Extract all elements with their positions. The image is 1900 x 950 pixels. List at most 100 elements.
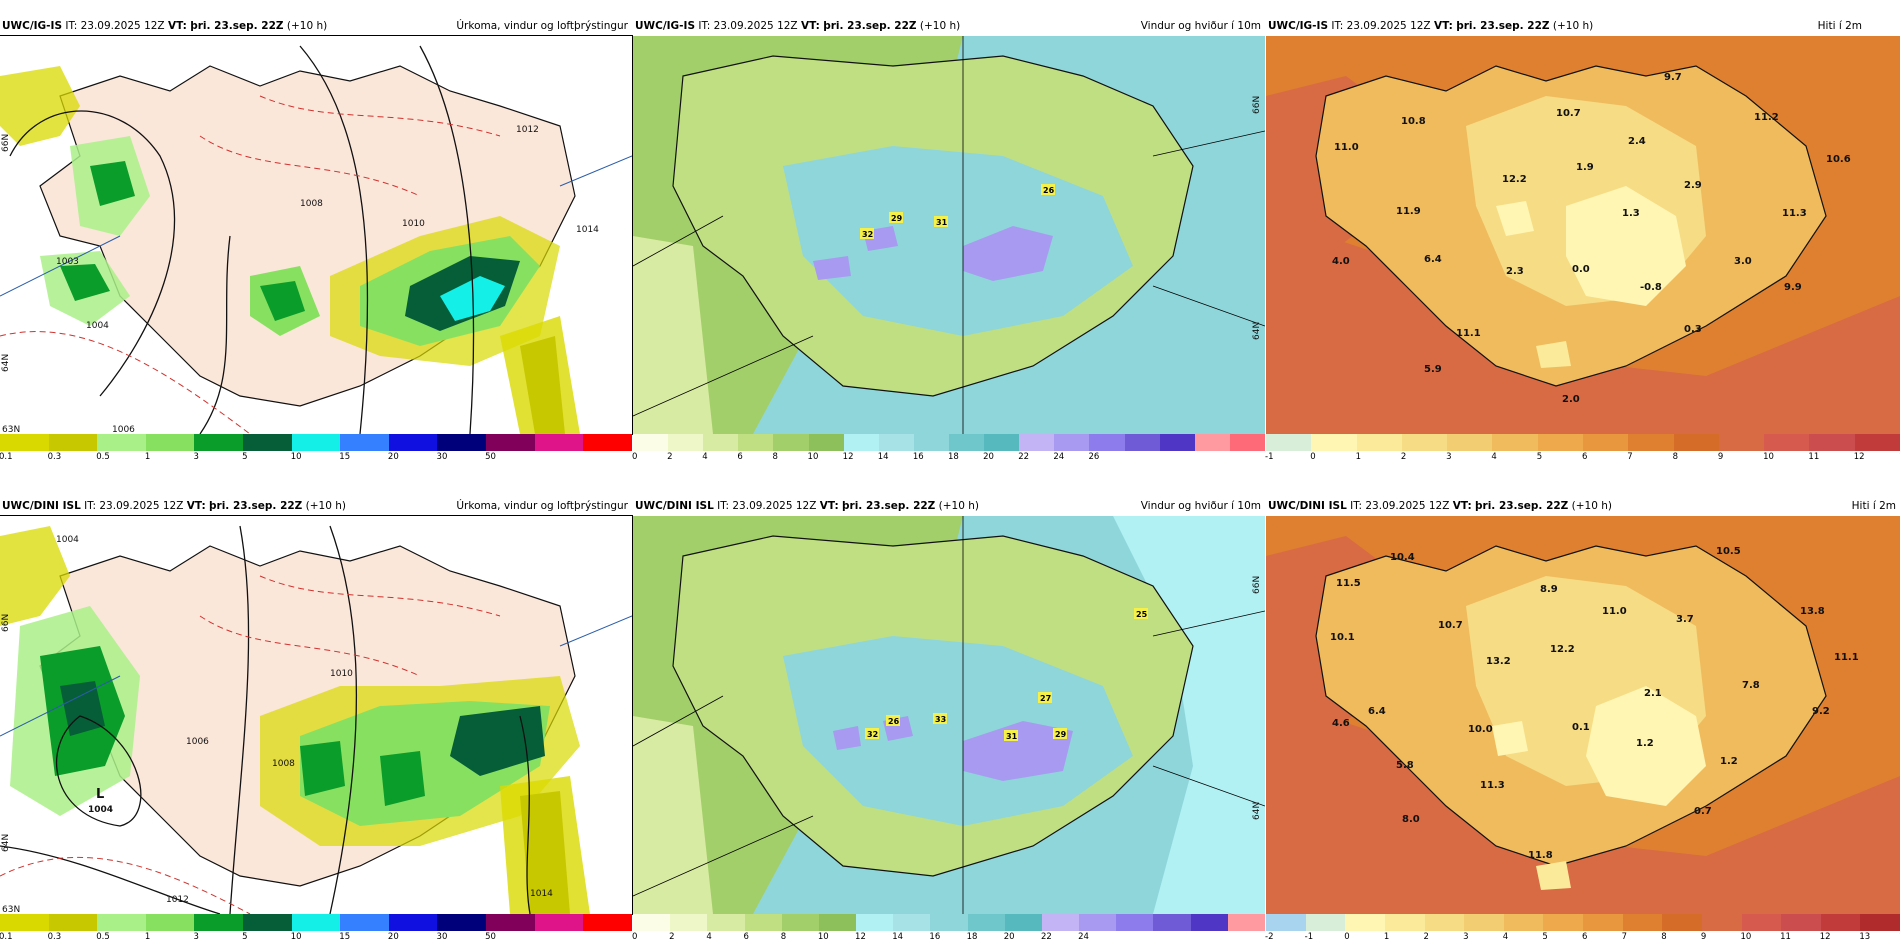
lat-label: 63N: [2, 425, 20, 434]
temperature-colorbar: [1266, 914, 1900, 931]
temp-value: 11.2: [1754, 112, 1779, 123]
colorbar-swatch: [1124, 434, 1160, 451]
colorbar-tick-label: 3: [193, 452, 199, 462]
colorbar-tick-label: 2: [1423, 932, 1429, 942]
colorbar-swatch: [534, 914, 584, 931]
temp-value: 2.1: [1644, 688, 1662, 699]
lat-label: 66N: [1, 134, 11, 152]
colorbar-tick-label: 12: [842, 452, 854, 462]
colorbar-swatch: [843, 434, 879, 451]
temp-value: 6.4: [1424, 254, 1442, 265]
colorbar-swatch: [930, 914, 968, 931]
vt-label: VT:: [819, 500, 839, 512]
temp-value: 9.2: [1812, 706, 1830, 717]
colorbar-swatch: [1384, 914, 1425, 931]
pressure-label: 1004: [86, 321, 109, 331]
colorbar-tick-label: 0.1: [0, 932, 13, 942]
colorbar-tick-label: 0: [1310, 452, 1316, 462]
temp-value: 2.3: [1506, 266, 1524, 277]
colorbar-swatch: [388, 914, 438, 931]
panel-title: Úrkoma, vindur og loftþrýstingur: [456, 20, 628, 32]
temp-value: 10.4: [1390, 552, 1415, 563]
gust-label: 29: [1055, 730, 1067, 739]
it-label: IT:: [65, 20, 78, 32]
colorbar-swatch: [670, 914, 708, 931]
temperature-colorbar: [1266, 434, 1900, 451]
colorbar-swatch: [707, 914, 745, 931]
precip-colorbar-ticks: 0.1 0.3 0.5 1 3 5 10 15 20 30 50: [0, 932, 632, 944]
colorbar-tick-label: 0: [632, 932, 638, 942]
colorbar-swatch: [1401, 434, 1448, 451]
valid-time: þri. 23.sep. 22Z: [823, 20, 917, 32]
colorbar-tick-label: 1: [144, 452, 151, 462]
colorbar-swatch: [967, 914, 1005, 931]
init-time: 23.09.2025 12Z: [99, 500, 184, 512]
temp-value: 2.0: [1562, 394, 1580, 405]
valid-time: þri. 23.sep. 22Z: [1475, 500, 1569, 512]
colorbar-swatch: [1820, 914, 1861, 931]
panel-r1-wind: UWC/IG-IS IT: 23.09.2025 12Z VT: þri. 23…: [632, 18, 1265, 468]
colorbar-tick-label: -1: [1304, 932, 1314, 942]
colorbar-swatch: [1004, 914, 1042, 931]
wind-colorbar-ticks: 0 2 4 6 8 10 12 14 16 18 20 22 24: [632, 932, 1265, 944]
colorbar-swatch: [1701, 914, 1742, 931]
colorbar-tick-label: 24: [1078, 932, 1089, 942]
colorbar-tick-label: 14: [892, 932, 904, 942]
lat-label: 64N: [1, 834, 11, 852]
gust-label: 29: [891, 214, 903, 223]
colorbar-tick-label: 0.5: [96, 452, 110, 462]
pressure-label: 1008: [272, 759, 295, 769]
colorbar-swatch: [1464, 914, 1504, 931]
colorbar-tick-label: 10: [1763, 452, 1774, 462]
colorbar-swatch: [744, 914, 782, 931]
colorbar-tick-label: 6: [1582, 932, 1588, 942]
colorbar-swatch: [1194, 434, 1230, 451]
temp-value: 13.2: [1486, 656, 1511, 667]
colorbar-swatch: [1673, 434, 1719, 451]
colorbar-tick-label: 1: [144, 932, 151, 942]
colorbar-swatch: [486, 914, 535, 931]
colorbar-swatch: [291, 914, 341, 931]
vt-label: VT:: [1433, 20, 1453, 32]
colorbar-tick-label: 10: [1740, 932, 1752, 942]
temp-value: 9.9: [1784, 282, 1802, 293]
colorbar-tick-label: 8: [1672, 452, 1678, 462]
colorbar-swatch: [291, 434, 341, 451]
colorbar-swatch: [703, 434, 739, 451]
panel-header: UWC/DINI ISL IT: 23.09.2025 12Z VT: þri.…: [633, 498, 1265, 515]
colorbar-tick-label: 5: [242, 932, 248, 942]
lat-label: 66N: [1, 614, 11, 632]
it-label: IT:: [698, 20, 711, 32]
valid-time: þri. 23.sep. 22Z: [209, 500, 303, 512]
gust-label: 31: [1006, 732, 1018, 741]
temp-value: 1.2: [1636, 738, 1654, 749]
colorbar-tick-label: 50: [485, 452, 496, 462]
temp-value: 6.4: [1368, 706, 1386, 717]
colorbar-swatch: [388, 434, 438, 451]
colorbar-tick-label: 6: [737, 452, 743, 462]
colorbar-tick-label: 3: [1463, 932, 1469, 942]
colorbar-swatch: [1079, 914, 1117, 931]
colorbar-tick-label: 14: [877, 452, 889, 462]
colorbar-swatch: [738, 434, 774, 451]
colorbar-tick-label: 16: [912, 452, 924, 462]
lead-time: (+10 h): [1571, 500, 1612, 512]
model-name: UWC/IG-IS: [2, 20, 63, 32]
init-time: 23.09.2025 12Z: [732, 500, 817, 512]
colorbar-tick-label: 5: [1542, 932, 1548, 942]
colorbar-swatch: [1764, 434, 1810, 451]
gust-label: 25: [1136, 610, 1148, 619]
colorbar-swatch: [437, 434, 487, 451]
init-time: 23.09.2025 12Z: [1346, 20, 1431, 32]
colorbar-tick-label: 5: [242, 452, 248, 462]
colorbar-swatch: [1054, 434, 1090, 451]
temp-value: 2.9: [1684, 180, 1702, 191]
wind-colorbar: [633, 914, 1265, 931]
colorbar-tick-label: 4: [1491, 452, 1497, 462]
colorbar-tick-label: 9: [1717, 452, 1724, 462]
colorbar-tick-label: 0.3: [47, 932, 62, 942]
panel-r1-precip: UWC/IG-IS IT: 23.09.2025 12Z VT: þri. 23…: [0, 18, 633, 468]
colorbar-tick-label: 0.1: [0, 452, 13, 462]
colorbar-swatch: [1190, 914, 1228, 931]
